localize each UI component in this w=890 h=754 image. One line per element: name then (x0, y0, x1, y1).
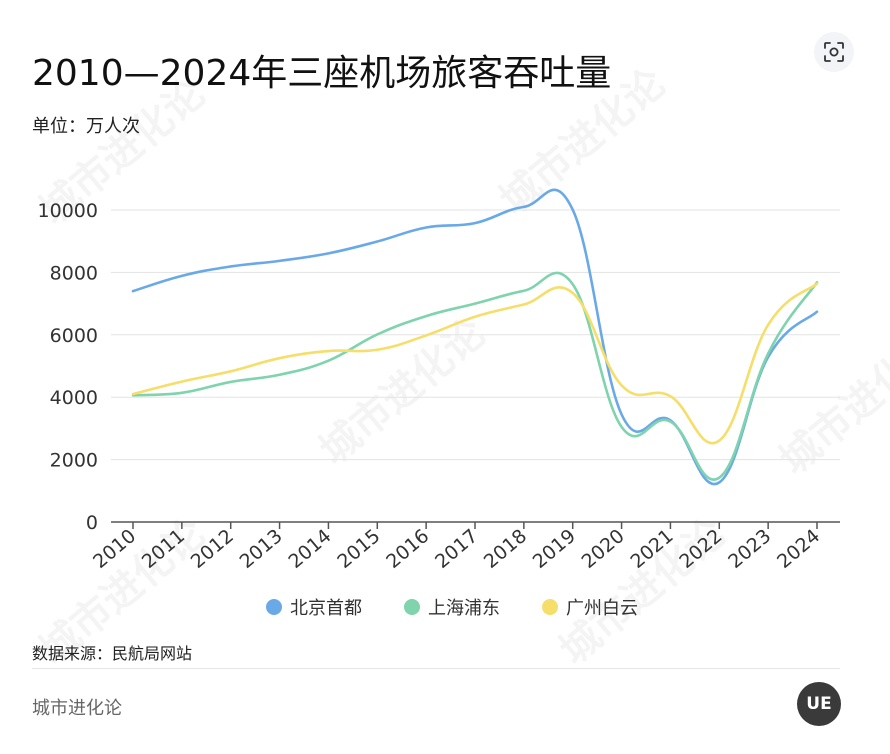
legend: 北京首都 上海浦东 广州白云 (0, 594, 890, 620)
legend-dot (542, 599, 558, 615)
series-line-guangzhou (131, 282, 819, 445)
series-lines (131, 188, 819, 486)
series-line-beijing (131, 188, 819, 486)
x-tick-label: 2020 (578, 525, 629, 573)
x-tick-label: 2018 (480, 525, 531, 573)
x-axis: 2010201120122013201420152016201720182019… (89, 521, 840, 573)
legend-item-guangzhou[interactable]: 广州白云 (528, 594, 638, 620)
scan-icon (824, 42, 844, 62)
y-axis-ticks: 0 2000 4000 6000 8000 10000 (38, 200, 98, 534)
x-tick-label: 2011 (138, 525, 189, 573)
x-tick-label: 2023 (724, 525, 775, 573)
data-source: 数据来源：民航局网站 (32, 644, 193, 663)
unit-label: 单位：万人次 (32, 116, 140, 137)
brand-logo: UE (797, 682, 841, 726)
y-tick-label: 0 (86, 512, 98, 534)
x-tick-label: 2016 (382, 525, 433, 573)
x-tick-label: 2017 (431, 525, 482, 573)
x-tick-label: 2021 (626, 525, 677, 573)
x-tick-label: 2013 (236, 525, 287, 573)
x-tick-label: 2022 (675, 525, 726, 573)
legend-dot (266, 599, 282, 615)
brand-name: 城市进化论 (32, 698, 122, 719)
x-tick-label: 2015 (333, 525, 384, 573)
legend-item-shanghai[interactable]: 上海浦东 (390, 594, 500, 620)
legend-item-beijing[interactable]: 北京首都 (252, 594, 362, 620)
scan-button[interactable] (814, 32, 854, 72)
series-line-shanghai (131, 271, 819, 481)
legend-label: 广州白云 (566, 598, 638, 619)
line-chart: 0 2000 4000 6000 8000 10000 20102011201220132… (38, 188, 840, 573)
legend-label: 上海浦东 (428, 598, 500, 619)
chart-title: 2010—2024年三座机场旅客吞吐量 (32, 53, 612, 94)
x-tick-label: 2019 (529, 525, 580, 573)
y-tick-label: 2000 (50, 450, 98, 472)
y-tick-label: 4000 (50, 387, 98, 409)
legend-dot (404, 599, 420, 615)
y-tick-label: 6000 (50, 325, 98, 347)
grid-lines (111, 209, 840, 461)
x-tick-label: 2012 (187, 525, 238, 573)
y-tick-label: 10000 (38, 200, 98, 222)
y-tick-label: 8000 (50, 262, 98, 284)
x-tick-label: 2014 (284, 525, 335, 573)
x-tick-label: 2024 (773, 525, 824, 573)
legend-label: 北京首都 (290, 598, 362, 619)
divider (32, 668, 840, 669)
